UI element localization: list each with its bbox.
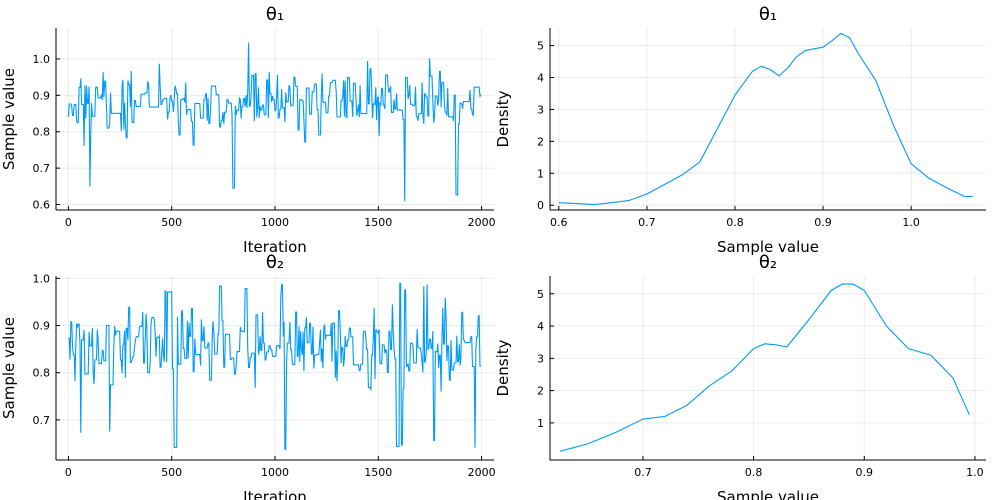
x-tick-label: 0.7 [638, 216, 656, 229]
y-tick-label: 5 [537, 288, 544, 301]
y-tick-label: 0.8 [33, 126, 51, 139]
density-line [558, 32, 973, 206]
x-tick-label: 500 [161, 216, 182, 229]
subplot-3: 0 500 1000 1500 2000 0.7 0.8 0.9 1.0 Iteration Sam… [0, 252, 496, 500]
y-tick-label: 0.7 [33, 414, 51, 427]
subplot-4: 0.7 0.8 0.9 1.0 1 2 3 4 5 Sample value Density θ₂ [494, 252, 986, 500]
x-axis-title: Iteration [243, 238, 307, 256]
x-tick-label: 1000 [261, 466, 289, 479]
subplot-2: 0.6 0.7 0.8 0.9 1.0 0 1 2 3 4 5 Sample value Density… [494, 4, 986, 256]
x-tick-label: 1500 [364, 466, 392, 479]
y-tick-label: 5 [537, 40, 544, 53]
x-tick-label: 2000 [468, 466, 496, 479]
plot-title: θ₂ [759, 252, 777, 273]
x-axis-title: Sample value [717, 238, 819, 256]
trace-line [68, 282, 481, 450]
x-tick-label: 1.0 [902, 216, 920, 229]
x-tick-label: 0.9 [814, 216, 832, 229]
plot-title: θ₁ [759, 4, 777, 25]
y-tick-label: 0.8 [33, 367, 51, 380]
x-tick-label: 0 [65, 466, 72, 479]
x-tick-label: 0.6 [550, 216, 568, 229]
y-tick-label: 2 [537, 385, 544, 398]
y-axis-title: Density [494, 339, 512, 396]
x-axis-title: Sample value [717, 488, 819, 500]
y-tick-label: 0.9 [33, 320, 51, 333]
density-line [559, 283, 970, 452]
y-tick-label: 4 [537, 320, 544, 333]
y-tick-label: 1 [537, 417, 544, 430]
y-tick-label: 0.7 [33, 162, 51, 175]
plot-title: θ₁ [266, 4, 284, 25]
x-tick-label: 1500 [364, 216, 392, 229]
x-tick-label: 1000 [261, 216, 289, 229]
x-tick-label: 0.7 [634, 466, 652, 479]
y-axis-title: Sample value [0, 317, 18, 419]
x-axis-title: Iteration [243, 488, 307, 500]
x-tick-label: 500 [161, 466, 182, 479]
y-tick-label: 3 [537, 103, 544, 116]
y-tick-label: 1 [537, 167, 544, 180]
y-tick-label: 1.0 [33, 272, 51, 285]
y-tick-label: 3 [537, 352, 544, 365]
y-axis-title: Density [494, 90, 512, 147]
x-tick-label: 0.8 [726, 216, 744, 229]
y-tick-label: 0.9 [33, 89, 51, 102]
y-axis-title: Sample value [0, 68, 18, 170]
y-tick-label: 4 [537, 71, 544, 84]
plot-title: θ₂ [266, 252, 284, 273]
y-tick-label: 1.0 [33, 53, 51, 66]
x-tick-label: 0 [65, 216, 72, 229]
x-tick-label: 0.9 [856, 466, 874, 479]
y-tick-label: 0.6 [33, 199, 51, 212]
y-tick-label: 2 [537, 135, 544, 148]
x-tick-label: 1.0 [966, 466, 984, 479]
subplot-1: 0 500 1000 1500 2000 0.6 0.7 0.8 0.9 1.0 Iteration… [0, 4, 496, 256]
y-tick-label: 0 [537, 199, 544, 212]
x-tick-label: 0.8 [745, 466, 763, 479]
trace-line [67, 42, 482, 202]
x-tick-label: 2000 [468, 216, 496, 229]
